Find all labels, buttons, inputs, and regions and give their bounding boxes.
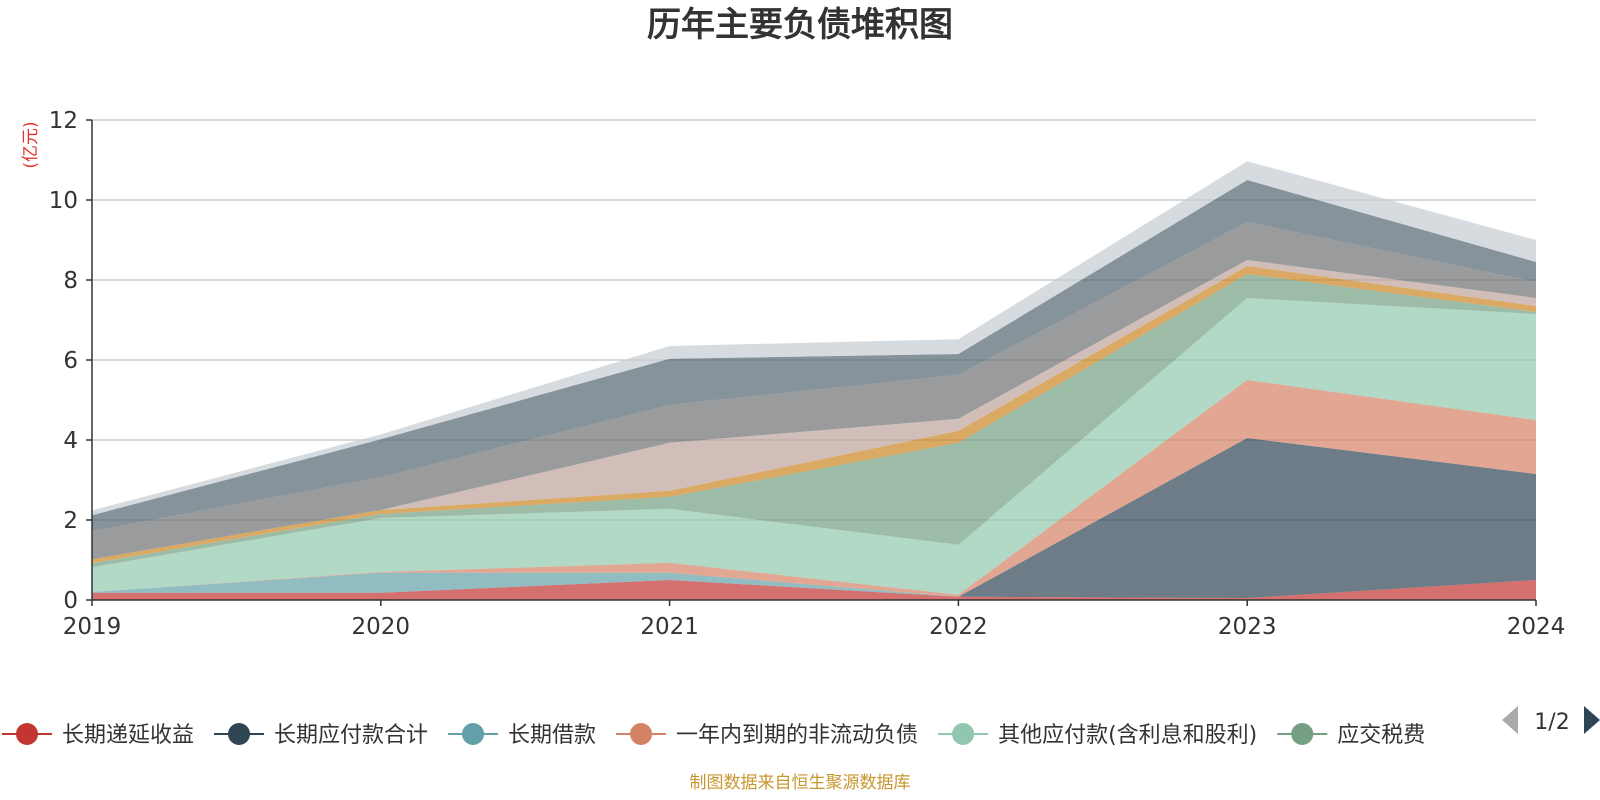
y-tick-label: 10 — [49, 188, 78, 214]
area-series-5 — [92, 274, 1536, 568]
legend-prev-page-icon[interactable] — [1502, 706, 1518, 734]
legend-marker-icon — [630, 723, 653, 745]
legend-marker-icon — [952, 723, 975, 745]
y-tick-label: 0 — [63, 588, 78, 614]
legend-marker-icon — [1291, 723, 1314, 745]
x-tick-label: 2019 — [63, 614, 122, 640]
x-tick-label: 2023 — [1218, 614, 1277, 640]
y-tick-label: 2 — [63, 508, 78, 534]
area-series-4 — [92, 298, 1536, 595]
legend-marker-icon — [228, 723, 251, 745]
x-axis-ticks: 2019 2020 2021 2022 2023 2024 — [63, 600, 1566, 640]
stacked-areas — [92, 161, 1536, 600]
y-axis-unit-label: (亿元) — [21, 121, 41, 168]
legend-item[interactable]: 其他应付款(含利息和股利) — [938, 723, 1257, 748]
x-tick-label: 2022 — [929, 614, 988, 640]
legend-item[interactable]: 长期应付款合计 — [214, 723, 428, 748]
area-series-3 — [92, 380, 1536, 597]
legend-page-indicator: 1/2 — [1534, 710, 1569, 735]
x-tick-label: 2021 — [640, 614, 699, 640]
x-tick-label: 2024 — [1507, 614, 1566, 640]
legend-label: 其他应付款(含利息和股利) — [998, 723, 1257, 748]
legend-item[interactable]: 应交税费 — [1277, 723, 1425, 748]
legend: 长期递延收益 长期应付款合计 长期借款 一年内到期的非流动负债 其他应付款(含利息和股利… — [2, 723, 1425, 748]
chart-title: 历年主要负债堆积图 — [647, 5, 953, 45]
y-tick-label: 8 — [63, 268, 78, 294]
legend-label: 应交税费 — [1337, 723, 1425, 748]
x-tick-label: 2020 — [352, 614, 411, 640]
legend-item[interactable]: 长期借款 — [448, 723, 596, 748]
area-series-8 — [92, 222, 1536, 560]
y-tick-label: 4 — [63, 428, 78, 454]
area-series-0 — [92, 580, 1536, 600]
area-series-1 — [92, 438, 1536, 598]
legend-marker-icon — [16, 723, 38, 745]
legend-label: 长期借款 — [508, 723, 596, 748]
y-axis-ticks: 0 2 4 6 8 10 12 — [49, 108, 92, 614]
legend-item[interactable]: 长期递延收益 — [2, 723, 194, 748]
legend-pager: 1/2 — [1502, 706, 1600, 735]
area-series-9 — [92, 180, 1536, 532]
legend-item[interactable]: 一年内到期的非流动负债 — [616, 723, 918, 748]
legend-next-page-icon[interactable] — [1584, 706, 1600, 734]
y-tick-label: 12 — [49, 108, 78, 134]
legend-label: 长期应付款合计 — [274, 723, 428, 748]
legend-label: 一年内到期的非流动负债 — [676, 723, 918, 748]
y-tick-label: 6 — [63, 348, 78, 374]
data-source-note: 制图数据来自恒生聚源数据库 — [690, 773, 911, 793]
legend-marker-icon — [462, 723, 485, 745]
legend-label: 长期递延收益 — [62, 723, 194, 748]
